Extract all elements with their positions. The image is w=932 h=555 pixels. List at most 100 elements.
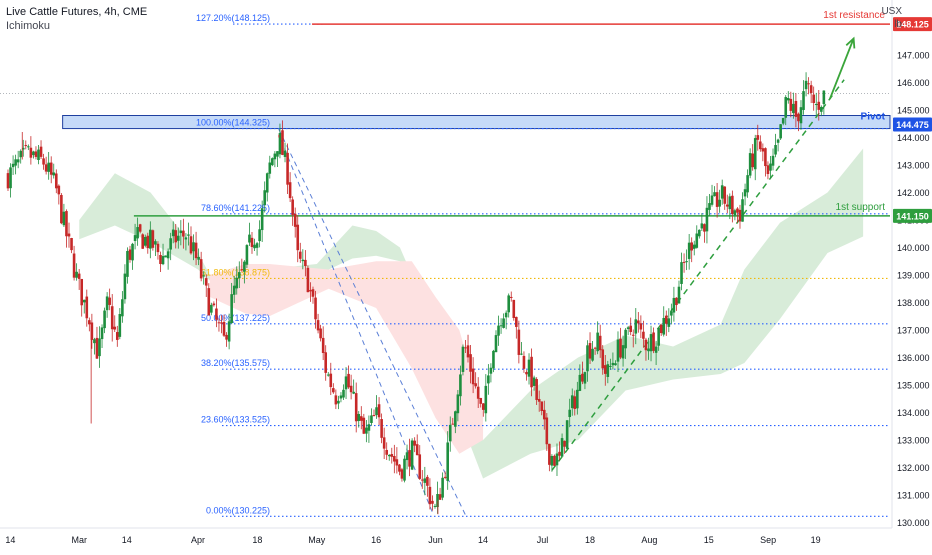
candle-body	[692, 244, 696, 249]
candle-body	[321, 337, 325, 354]
candle-body	[19, 150, 23, 158]
candle-body	[90, 322, 94, 340]
projection-arrow	[829, 38, 855, 100]
candle-body	[631, 334, 635, 336]
candle-body	[222, 321, 226, 336]
candle-body	[225, 334, 228, 340]
indicator-label[interactable]: Ichimoku	[6, 20, 51, 32]
candle-body	[149, 229, 152, 249]
candle-body	[568, 409, 571, 418]
candle-body	[456, 394, 460, 414]
candle-body	[115, 332, 119, 340]
candle-body	[232, 285, 236, 295]
candle-body	[220, 322, 223, 324]
candle-body	[799, 107, 803, 124]
pivot-label: Pivot	[861, 111, 886, 122]
candle-body	[718, 199, 721, 207]
candle-body	[184, 237, 188, 240]
candle-body	[136, 227, 139, 239]
candle-body	[14, 159, 17, 166]
candle-body	[820, 106, 823, 112]
candle-body	[108, 297, 111, 305]
candle-body	[736, 208, 739, 213]
candle-body	[448, 424, 452, 442]
price-tick-label: 135.000	[897, 381, 930, 391]
candle-body	[293, 213, 297, 227]
time-tick-label: 14	[5, 535, 15, 545]
candle-body	[672, 297, 676, 313]
time-tick-label: 18	[585, 535, 595, 545]
candle-body	[611, 362, 615, 366]
candle-body	[54, 173, 58, 189]
price-tick-label: 144.000	[897, 133, 930, 143]
ichimoku-cloud	[79, 148, 864, 479]
candle-body	[479, 397, 483, 404]
candle-body	[16, 159, 20, 163]
candle-body	[344, 376, 348, 390]
candle-body	[146, 235, 150, 249]
candle-body	[792, 103, 795, 114]
candle-body	[542, 409, 546, 420]
candle-body	[309, 289, 312, 292]
fibonacci-levels[interactable]: 127.20%(148.125) 100.00%(144.325) 78.60%(1…	[196, 13, 890, 517]
candle-body	[606, 364, 610, 377]
candle-body	[217, 322, 221, 324]
candle-body	[420, 479, 424, 481]
candle-body	[454, 411, 457, 427]
candle-body	[405, 452, 409, 461]
candle-body	[288, 182, 292, 199]
candle-body	[616, 339, 620, 362]
candle-body	[809, 85, 813, 93]
support-resistance-lines[interactable]: 1st resistance 1st support Pivot	[133, 10, 890, 217]
price-tick-label: 136.000	[897, 353, 930, 363]
candle-body	[243, 261, 246, 272]
candle-body	[713, 192, 716, 197]
price-axis[interactable]: 130.000 131.000 132.000 133.000 134.000 135.0…	[891, 0, 932, 528]
candle-body	[670, 311, 673, 316]
candle-body	[603, 365, 607, 374]
candle-body	[187, 234, 190, 236]
candle-body	[67, 233, 71, 237]
trend-drawings[interactable]	[278, 36, 856, 518]
candle-body	[291, 199, 294, 215]
time-axis[interactable]: 14 Mar 14 Apr 18 May 16 Jun 14 Jul 18 Aug 15 Sep 19	[0, 527, 892, 545]
candle-body	[619, 338, 622, 358]
candle-body	[802, 91, 805, 110]
candle-body	[349, 385, 353, 393]
candle-body	[583, 372, 587, 384]
candle-body	[459, 374, 462, 397]
candle-body	[601, 349, 605, 369]
candle-body	[410, 440, 414, 470]
candle-body	[278, 133, 282, 155]
candle-body	[461, 346, 465, 372]
candle-body	[781, 117, 785, 124]
candle-body	[774, 144, 777, 155]
candle-body	[647, 348, 650, 352]
candle-body	[296, 224, 300, 251]
candle-body	[324, 352, 328, 373]
time-tick-label: 18	[252, 535, 262, 545]
candle-body	[400, 469, 404, 479]
candle-body	[634, 319, 638, 334]
chart-title: Live Cattle Futures, 4h, CME	[6, 6, 148, 18]
candle-body	[499, 325, 503, 327]
candle-body	[504, 312, 508, 318]
candle-body	[298, 251, 302, 259]
time-tick-label: 14	[478, 535, 488, 545]
candle-body	[530, 356, 533, 388]
candle-body	[535, 379, 538, 400]
candle-body	[667, 318, 671, 327]
candle-body	[62, 211, 66, 226]
candle-body	[675, 297, 678, 306]
candle-body	[766, 165, 770, 175]
candle-body	[354, 393, 358, 422]
candle-body	[227, 321, 231, 342]
candle-body	[6, 173, 10, 189]
uptrend-line	[551, 79, 845, 471]
candle-body	[522, 355, 526, 369]
candle-body	[438, 494, 442, 500]
candle-body	[509, 296, 513, 298]
pivot-price-tag-bg	[893, 117, 932, 132]
